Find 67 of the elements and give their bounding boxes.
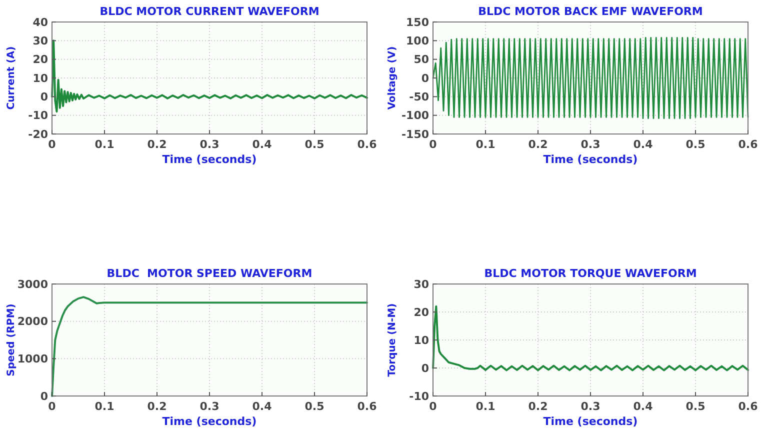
x-axis-title: Time (seconds) (162, 153, 257, 166)
y-tick-label: 0 (421, 72, 430, 85)
x-axis-title: Time (seconds) (543, 415, 638, 428)
x-tick-label: 0.3 (200, 400, 220, 413)
y-axis-title: Torque (N-M) (387, 303, 398, 377)
x-tick-label: 0 (429, 138, 438, 151)
y-tick-label: 2000 (17, 315, 48, 328)
x-tick-label: 0.1 (94, 138, 114, 151)
x-tick-label: 0.4 (252, 138, 272, 151)
y-axis-title: Voltage (V) (387, 46, 398, 110)
x-tick-label: 0.1 (476, 138, 496, 151)
chart-title: BLDC MOTOR TORQUE WAVEFORM (484, 267, 697, 280)
y-tick-label: 0 (40, 390, 48, 403)
y-tick-label: -20 (28, 128, 48, 141)
y-tick-label: 10 (414, 334, 430, 347)
x-tick-label: 0.6 (357, 400, 378, 413)
x-tick-label: 0.4 (633, 138, 654, 151)
x-tick-label: 0.1 (94, 400, 114, 413)
y-tick-label: 40 (32, 16, 48, 29)
y-tick-label: 30 (32, 34, 48, 48)
x-tick-label: 0 (48, 400, 56, 413)
y-tick-label: -100 (401, 109, 430, 122)
x-tick-label: 0.5 (686, 400, 706, 413)
x-axis-title: Time (seconds) (543, 153, 638, 166)
y-tick-label: 3000 (17, 278, 48, 291)
x-tick-label: 0.2 (528, 138, 548, 151)
x-tick-label: 0.3 (580, 400, 600, 413)
y-tick-label: -150 (401, 128, 430, 141)
y-tick-label: 150 (406, 16, 430, 29)
y-tick-label: 0 (40, 90, 48, 104)
x-tick-label: 0.4 (252, 400, 272, 413)
x-tick-label: 0.3 (200, 138, 220, 151)
y-tick-label: 30 (414, 278, 430, 291)
x-tick-label: 0 (429, 400, 438, 413)
y-tick-label: -50 (409, 90, 430, 104)
x-tick-label: 0.6 (738, 400, 758, 413)
x-tick-label: 0.5 (686, 138, 706, 151)
x-tick-label: 0 (48, 138, 56, 151)
line-series (51, 40, 368, 113)
x-tick-label: 0.6 (738, 138, 758, 151)
x-tick-label: 0.1 (476, 400, 496, 413)
line-series (432, 305, 749, 372)
y-axis-title: Current (A) (6, 46, 17, 110)
x-tick-label: 0.3 (580, 138, 600, 151)
y-tick-label: 100 (406, 34, 430, 48)
line-series (432, 36, 749, 120)
y-tick-label: -10 (28, 109, 48, 122)
x-axis-title: Time (seconds) (162, 415, 257, 428)
y-tick-label: 20 (414, 306, 430, 319)
x-tick-label: 0.2 (528, 400, 548, 413)
x-tick-label: 0.2 (147, 138, 167, 151)
x-tick-label: 0.5 (304, 138, 324, 151)
y-tick-label: -10 (409, 390, 430, 403)
y-tick-label: 1000 (17, 352, 48, 366)
y-axis-title: Speed (RPM) (6, 304, 17, 376)
y-tick-label: 50 (414, 53, 430, 66)
x-tick-label: 0.5 (304, 400, 324, 413)
chart-title: BLDC MOTOR CURRENT WAVEFORM (100, 5, 320, 18)
chart-title: BLDC MOTOR SPEED WAVEFORM (106, 267, 312, 280)
x-tick-label: 0.2 (147, 400, 167, 413)
y-tick-label: 20 (32, 53, 48, 66)
chart-title: BLDC MOTOR BACK EMF WAVEFORM (478, 5, 703, 18)
x-tick-label: 0.6 (357, 138, 378, 151)
y-tick-label: 0 (421, 362, 430, 375)
line-series (51, 296, 368, 397)
y-tick-label: 10 (32, 72, 48, 85)
x-tick-label: 0.4 (633, 400, 654, 413)
